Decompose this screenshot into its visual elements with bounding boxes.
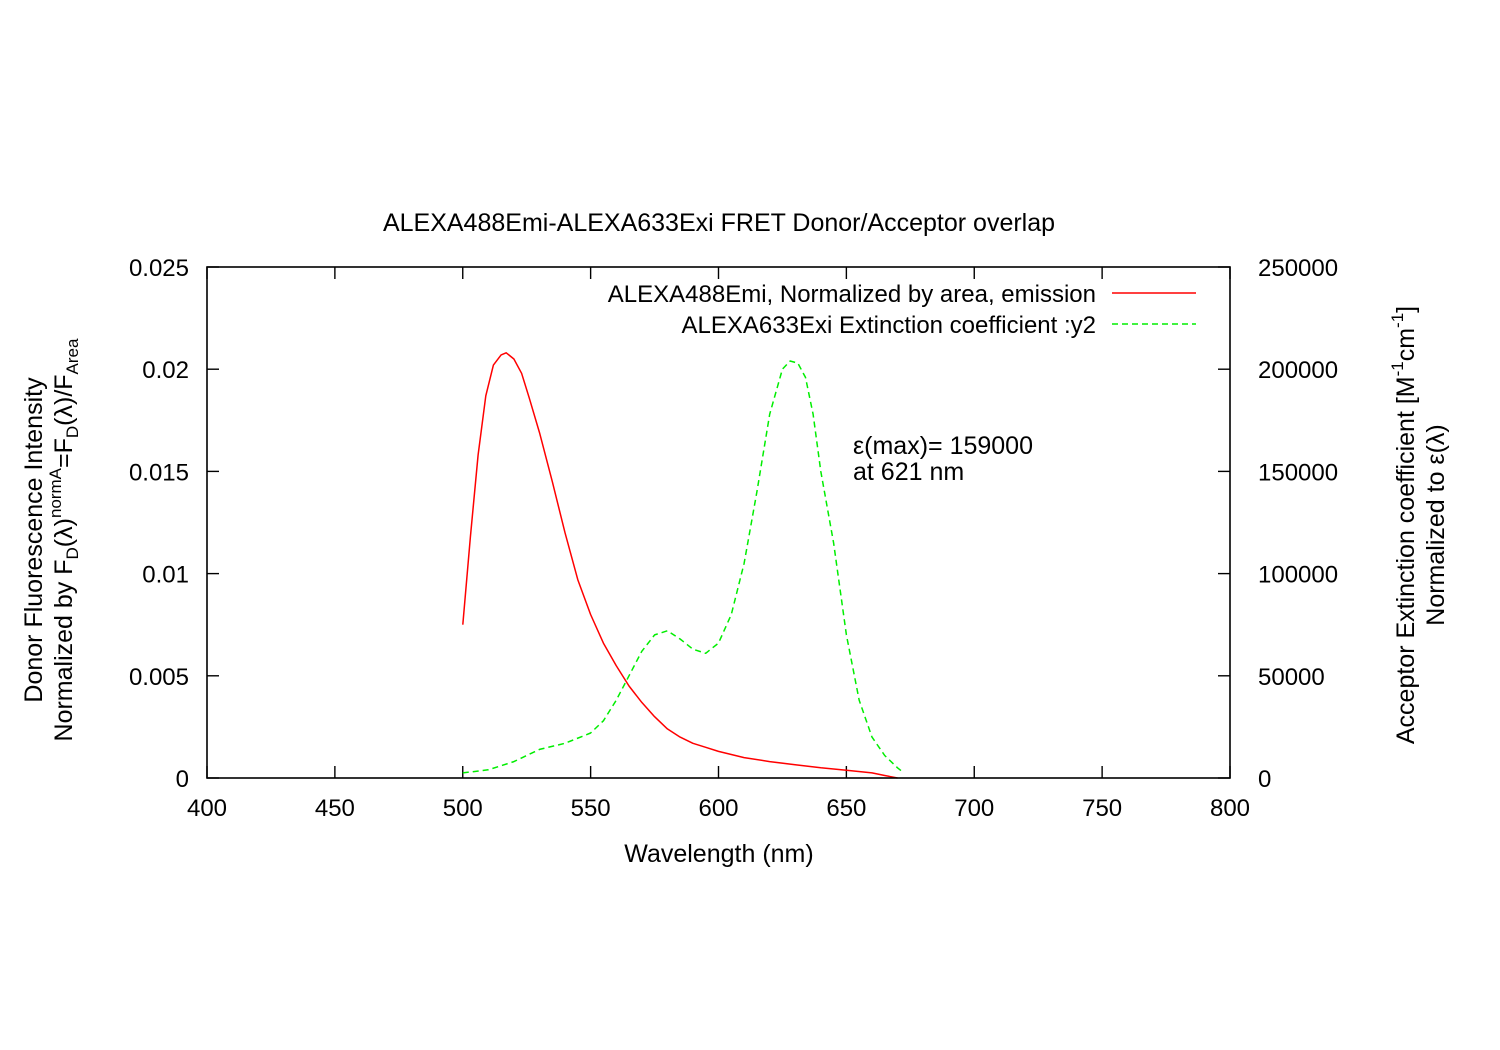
x-tick-label: 500 (443, 795, 483, 822)
series-layer (462, 352, 904, 779)
x-tick-label: 750 (1082, 795, 1122, 822)
y2-tick-label: 150000 (1258, 459, 1338, 486)
y-tick-label: 0.025 (129, 255, 189, 282)
annotation: ε(max)= 159000 at 621 nm (853, 432, 1033, 486)
y2-axis-title-line1: Acceptor Extinction coefficient [M-1cm-1… (1388, 306, 1420, 744)
annotation-line2: at 621 nm (853, 458, 964, 486)
axis-ticks (206, 266, 1231, 779)
legend-label-emission: ALEXA488Emi, Normalized by area, emissio… (608, 281, 1096, 308)
x-tick-label: 650 (826, 795, 866, 822)
y-tick-labels: 0 0.005 0.01 0.015 0.02 0.025 (129, 255, 189, 793)
y2-tick-labels: 0 50000 100000 150000 200000 250000 (1258, 255, 1338, 793)
y2-tick-label: 0 (1258, 766, 1271, 793)
y-tick-label: 0.015 (129, 459, 189, 486)
legend-label-extinction: ALEXA633Exi Extinction coefficient :y2 (682, 312, 1096, 339)
annotation-line1: ε(max)= 159000 (853, 432, 1033, 460)
y2-axis-title-line2: Normalized to ε(λ) (1422, 424, 1450, 625)
x-tick-labels: 400 450 500 550 600 650 700 750 800 (187, 795, 1250, 822)
chart-title: ALEXA488Emi-ALEXA633Exi FRET Donor/Accep… (383, 209, 1055, 237)
x-tick-label: 700 (954, 795, 994, 822)
x-tick-label: 550 (571, 795, 611, 822)
x-axis-title: Wavelength (nm) (624, 840, 813, 868)
series-line-extinction (462, 360, 904, 774)
y2-tick-label: 250000 (1258, 255, 1338, 282)
y2-axis-title: Acceptor Extinction coefficient [M-1cm-1… (1388, 306, 1450, 744)
y-tick-label: 0.005 (129, 664, 189, 691)
x-tick-label: 400 (187, 795, 227, 822)
y-tick-label: 0.02 (142, 357, 189, 384)
y-axis-title-line2: Normalized by FD(λ)normA=FD(λ)/FArea (46, 338, 82, 742)
x-tick-label: 600 (698, 795, 738, 822)
y2-tick-label: 50000 (1258, 664, 1325, 691)
y-tick-label: 0.01 (142, 562, 189, 589)
y2-tick-label: 200000 (1258, 357, 1338, 384)
y-axis-title: Donor Fluorescence Intensity Normalized … (20, 338, 82, 742)
y-axis-title-line1: Donor Fluorescence Intensity (20, 377, 48, 703)
x-tick-label: 450 (315, 795, 355, 822)
x-tick-label: 800 (1210, 795, 1250, 822)
series-line-emission (462, 352, 898, 779)
y-tick-label: 0 (176, 766, 189, 793)
plot-frame (206, 266, 1231, 779)
legend: ALEXA488Emi, Normalized by area, emissio… (608, 281, 1196, 339)
y2-tick-label: 100000 (1258, 562, 1338, 589)
